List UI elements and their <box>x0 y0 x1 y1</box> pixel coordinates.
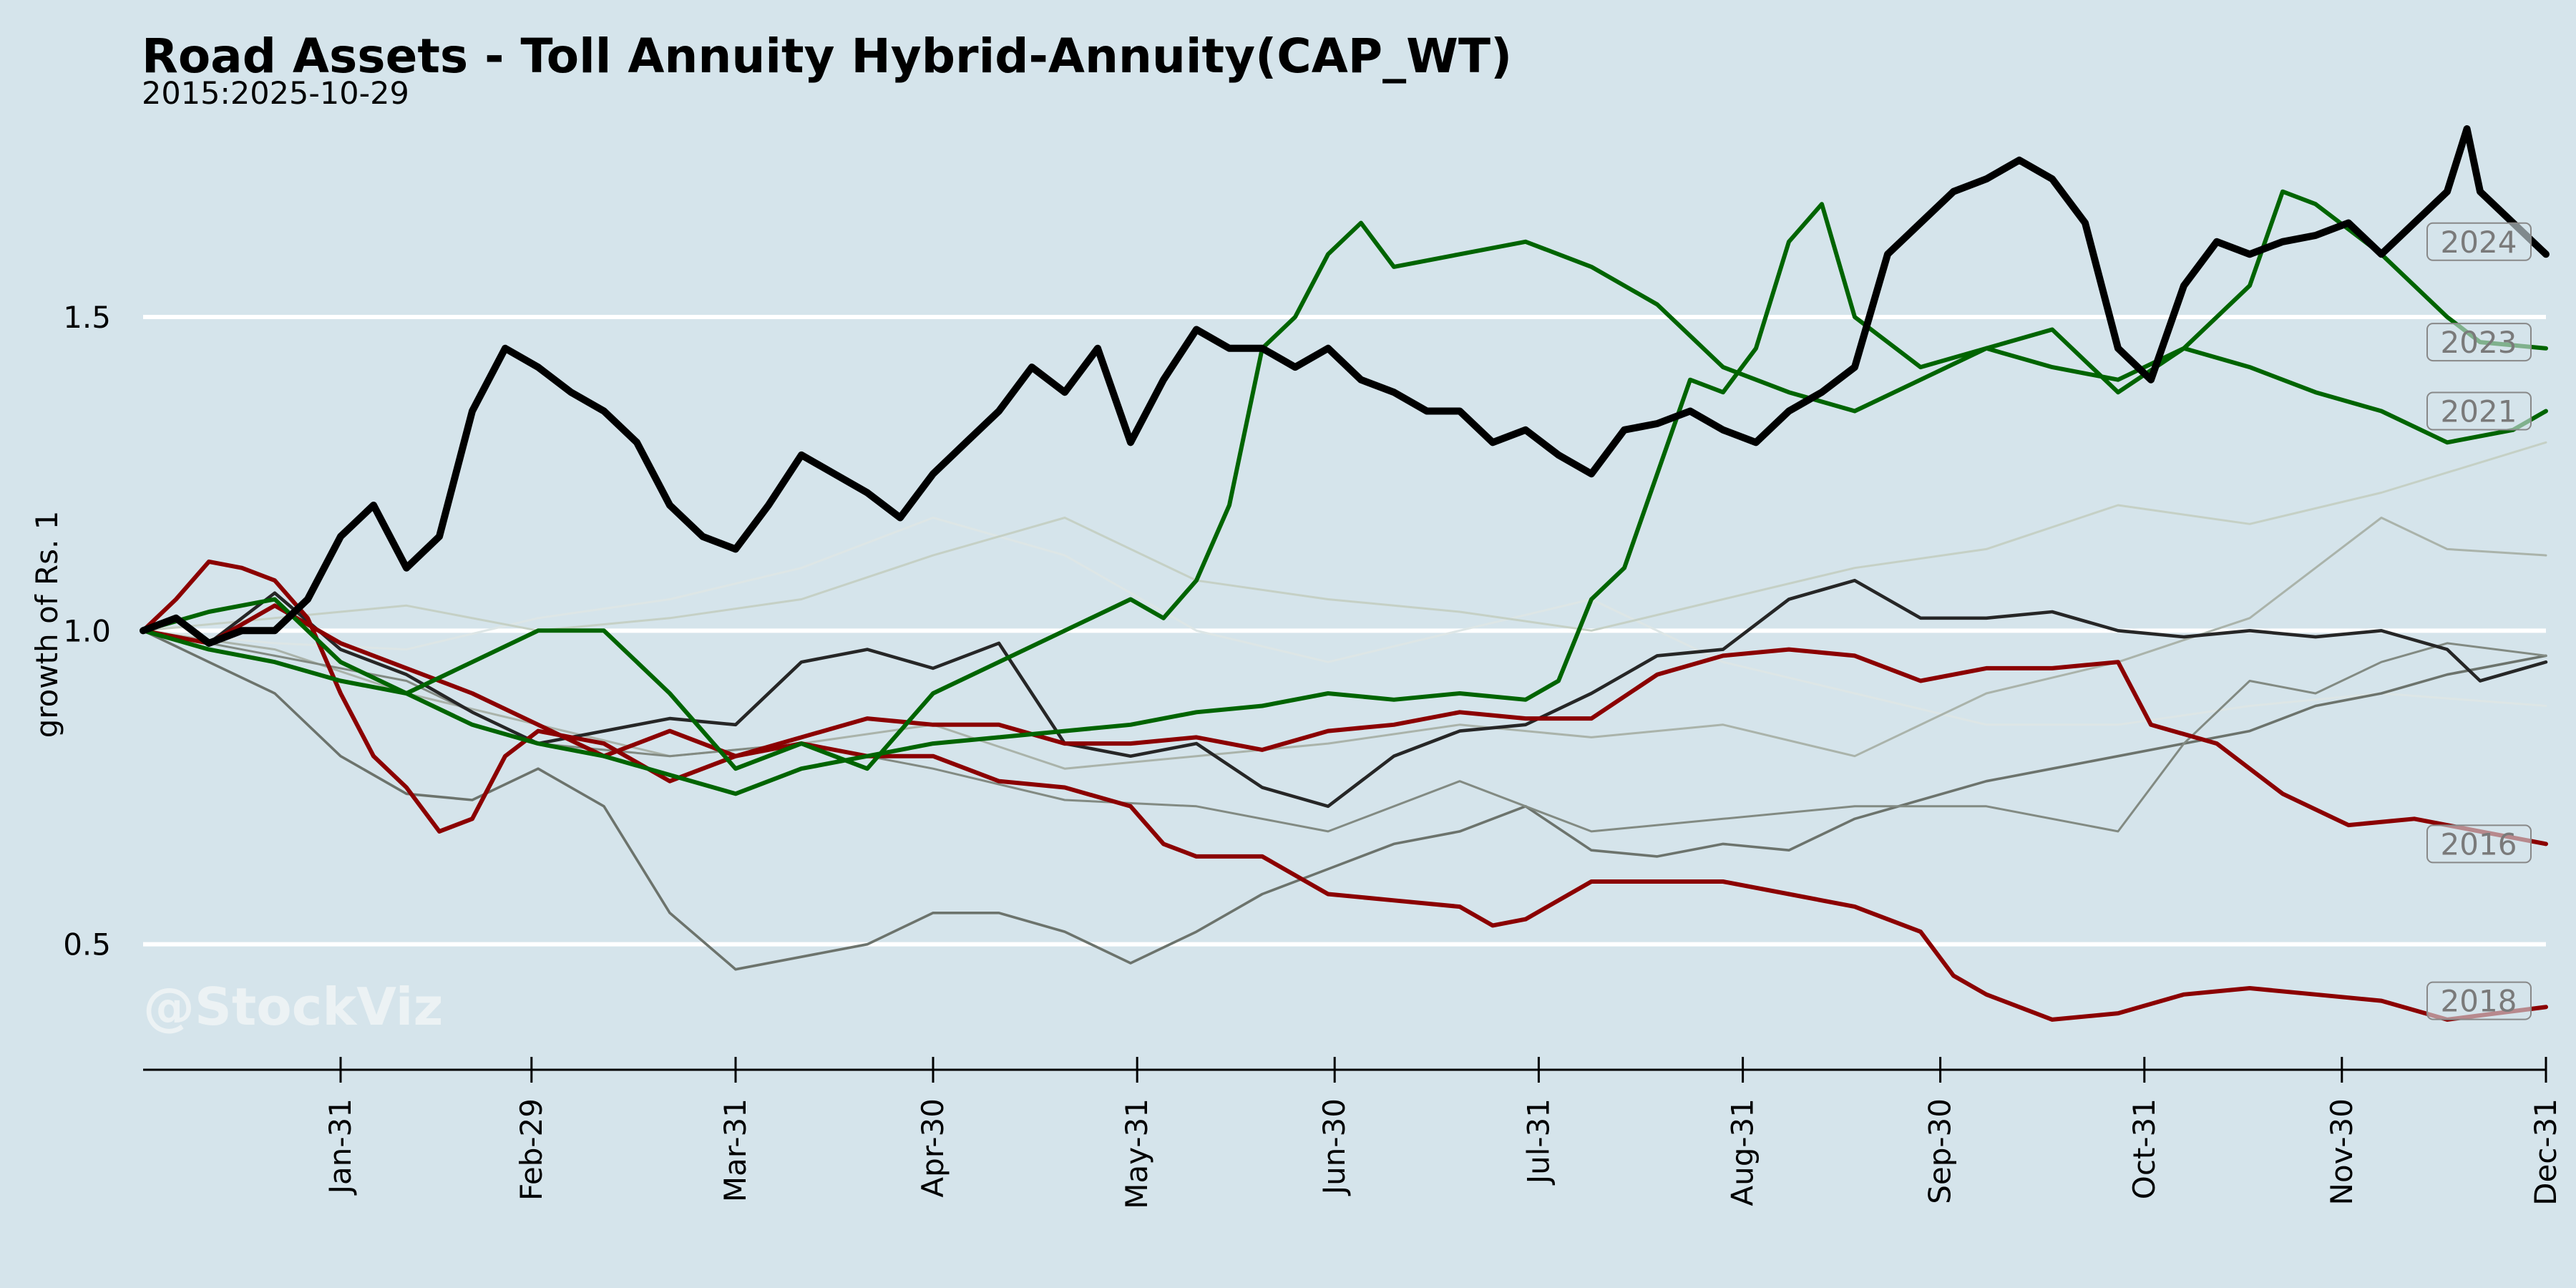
x-tick-label: Jun-30 <box>1317 1098 1352 1196</box>
series-end-label-box <box>2426 981 2532 1020</box>
x-tick-label: Aug-31 <box>1725 1098 1760 1206</box>
series-end-label: 2024 <box>2441 225 2517 260</box>
series-line-2017 <box>142 441 2547 632</box>
chart-subtitle: 2015:2025-10-29 <box>142 76 409 112</box>
x-tick-label: Apr-30 <box>915 1098 950 1198</box>
x-tick-label: Jul-31 <box>1521 1098 1556 1186</box>
y-tick-label: 1.0 <box>63 613 111 648</box>
y-tick-label: 0.5 <box>63 927 111 962</box>
series-end-label-box <box>2426 222 2532 261</box>
series-end-label-box <box>2426 323 2532 362</box>
y-tick-label: 1.5 <box>63 300 111 335</box>
x-tick-label: May-31 <box>1119 1098 1154 1209</box>
x-tick-label: Sep-30 <box>1923 1098 1958 1204</box>
series-line-2016 <box>141 603 2548 847</box>
series-line-2018 <box>141 559 2548 1022</box>
series-end-label: 2023 <box>2441 325 2517 360</box>
series-end-label: 2021 <box>2441 394 2517 429</box>
chart-title: Road Assets - Toll Annuity Hybrid-Annuit… <box>142 29 1513 84</box>
series-end-label-box <box>2426 391 2532 431</box>
series-end-label: 2016 <box>2441 826 2517 862</box>
watermark: @StockViz <box>143 977 443 1037</box>
series-line-2024 <box>140 125 2550 647</box>
series-line-2025 <box>141 578 2548 809</box>
series-line-2022 <box>142 517 2547 770</box>
x-tick-label: Oct-31 <box>2127 1098 2162 1199</box>
x-tick-label: Nov-30 <box>2324 1098 2359 1205</box>
series-line-2015 <box>142 629 2547 833</box>
series-line-2020 <box>142 629 2547 971</box>
x-tick-label: Mar-31 <box>718 1098 753 1202</box>
x-tick-label: Jan-31 <box>323 1098 358 1196</box>
series-line-2021 <box>141 220 2548 771</box>
x-tick-label: Feb-29 <box>514 1098 549 1201</box>
x-tick-label: Dec-31 <box>2528 1098 2563 1206</box>
y-axis-label: growth of Rs. 1 <box>29 511 64 738</box>
series-end-label-box <box>2426 824 2532 864</box>
series-line-2019 <box>142 517 2547 726</box>
series-end-label: 2018 <box>2441 984 2517 1019</box>
